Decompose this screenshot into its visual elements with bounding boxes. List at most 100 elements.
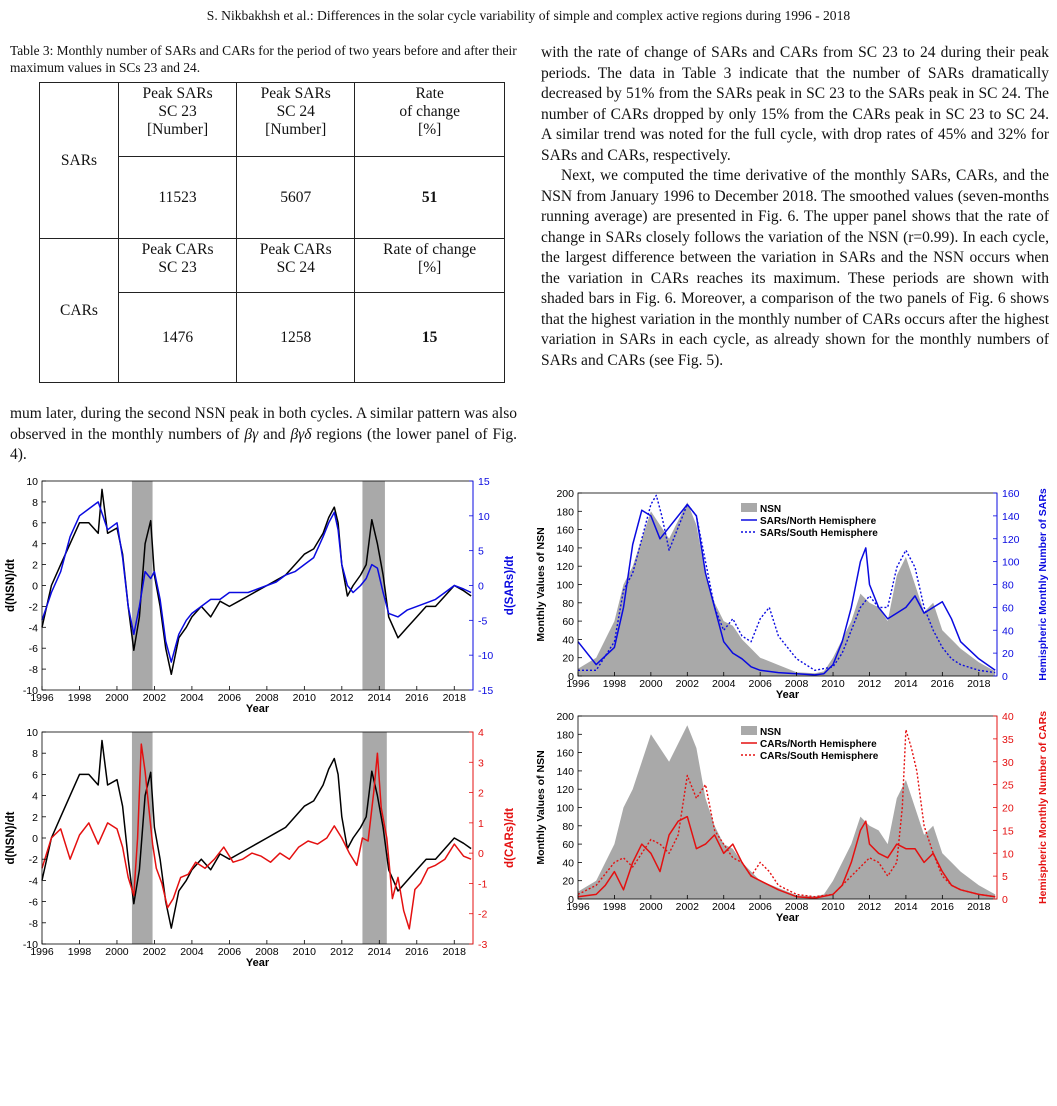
legend-label: SARs/North Hemisphere bbox=[760, 516, 877, 527]
cell-peak-sars-sc23: 11523 bbox=[117, 156, 238, 239]
y-axis-label: d(NSN)/dt bbox=[5, 559, 17, 612]
right-axis-label: Hemispheric Monthly Number of CARs bbox=[1037, 711, 1049, 904]
x-tick-label: 1998 bbox=[603, 678, 627, 690]
y-tick-label: -8 bbox=[29, 664, 38, 676]
series-line-1 bbox=[577, 815, 996, 899]
x-tick-label: 2008 bbox=[255, 946, 279, 958]
x-tick-label: 2016 bbox=[931, 901, 955, 913]
plot-frame bbox=[41, 731, 474, 945]
y-tick-label: -6 bbox=[29, 897, 38, 909]
y-tick-label: 40 bbox=[562, 634, 574, 646]
shaded-bar bbox=[362, 732, 387, 944]
x-tick-label: 2014 bbox=[894, 678, 918, 690]
series-line-1 bbox=[41, 743, 472, 930]
x-tick-label: 2010 bbox=[293, 946, 317, 958]
x-tick-label: 2014 bbox=[368, 692, 392, 704]
cell-peak-cars-sc23: 1476 bbox=[117, 292, 238, 383]
y-tick-label: 4 bbox=[32, 791, 38, 803]
right-tick-label: 15 bbox=[1002, 825, 1014, 837]
x-axis-label: Year bbox=[776, 689, 800, 701]
x-tick-label: 1996 bbox=[566, 678, 590, 690]
paragraph-2: Next, we computed the time derivative of… bbox=[541, 167, 1049, 369]
x-tick-label: 2018 bbox=[967, 901, 991, 913]
y-tick-label: 20 bbox=[562, 876, 574, 888]
right-tick-label: -5 bbox=[478, 615, 487, 627]
y-tick-label: 140 bbox=[556, 543, 574, 555]
right-tick-label: 5 bbox=[1002, 871, 1008, 883]
x-tick-label: 2016 bbox=[405, 692, 429, 704]
chart-derivative-cars: 1996 1998 2000 2002 2004 2006 2008 2010 2012 2014… bbox=[5, 727, 516, 969]
y-tick-label: 80 bbox=[562, 821, 574, 833]
running-head: S. Nikbakhsh et al.: Differences in the … bbox=[206, 8, 851, 23]
right-tick-label: 2 bbox=[478, 788, 484, 800]
legend-label: SARs/South Hemisphere bbox=[760, 528, 878, 539]
x-tick-label: 2010 bbox=[821, 678, 845, 690]
y-tick-label: 180 bbox=[556, 506, 574, 518]
cell-peak-cars-sc24: 1258 bbox=[236, 292, 356, 383]
x-tick-label: 2016 bbox=[931, 678, 955, 690]
legend-swatch bbox=[741, 726, 757, 735]
series-line-1 bbox=[41, 501, 472, 663]
header-rate-sars: Rate of change [%] bbox=[354, 82, 505, 157]
x-tick-label: 2008 bbox=[785, 901, 809, 913]
x-tick-label: 2000 bbox=[639, 901, 663, 913]
right-tick-label: 40 bbox=[1002, 711, 1014, 723]
x-tick-label: 2004 bbox=[712, 901, 736, 913]
series-line-0 bbox=[41, 739, 472, 929]
y-tick-label: 160 bbox=[556, 525, 574, 537]
plot-frame bbox=[41, 480, 474, 691]
y-tick-label: -4 bbox=[29, 875, 38, 887]
x-tick-label: 1996 bbox=[30, 692, 54, 704]
right-tick-label: 0 bbox=[1002, 671, 1008, 683]
x-tick-label: 1996 bbox=[30, 946, 54, 958]
x-tick-label: 2014 bbox=[894, 901, 918, 913]
y-tick-label: 6 bbox=[32, 518, 38, 530]
x-tick-label: 2018 bbox=[443, 692, 467, 704]
y-tick-label: 0 bbox=[568, 894, 574, 906]
right-tick-label: 40 bbox=[1002, 625, 1014, 637]
right-tick-label: -15 bbox=[478, 685, 493, 697]
paragraph-1: with the rate of change of SARs and CARs… bbox=[541, 44, 1049, 164]
left-paragraph: mum later, during the second NSN peak in… bbox=[10, 405, 518, 463]
y-tick-label: 120 bbox=[556, 561, 574, 573]
right-tick-label: 20 bbox=[1002, 648, 1014, 660]
legend-label: CARs/North Hemisphere bbox=[760, 739, 877, 750]
y-tick-label: -10 bbox=[23, 939, 38, 951]
legend-label: NSN bbox=[760, 504, 781, 515]
cell-peak-sars-sc24: 5607 bbox=[236, 156, 356, 239]
x-tick-label: 2012 bbox=[330, 692, 354, 704]
legend-label: NSN bbox=[760, 727, 781, 738]
y-tick-label: 0 bbox=[32, 581, 38, 593]
x-tick-label: 2004 bbox=[180, 692, 204, 704]
y-tick-label: -6 bbox=[29, 643, 38, 655]
legend-box bbox=[738, 722, 876, 766]
x-tick-label: 2006 bbox=[218, 692, 242, 704]
y-tick-label: 20 bbox=[562, 653, 574, 665]
right-tick-label: 10 bbox=[1002, 848, 1014, 860]
right-tick-label: 4 bbox=[478, 727, 484, 739]
right-tick-label: -10 bbox=[478, 650, 493, 662]
x-tick-label: 2004 bbox=[180, 946, 204, 958]
header-peak-cars-sc23: Peak CARs SC 23 bbox=[117, 238, 238, 293]
right-tick-label: 80 bbox=[1002, 580, 1014, 592]
y-axis-label: d(NSN)/dt bbox=[5, 811, 17, 864]
right-tick-label: 160 bbox=[1002, 488, 1020, 500]
right-axis-label: d(SARs)/dt bbox=[504, 556, 516, 616]
cell-rate-sars: 51 bbox=[354, 156, 505, 239]
series-line-2 bbox=[578, 494, 996, 674]
x-tick-label: 2016 bbox=[405, 946, 429, 958]
right-tick-label: 1 bbox=[478, 818, 484, 830]
y-tick-label: 40 bbox=[562, 857, 574, 869]
x-tick-label: 2018 bbox=[967, 678, 991, 690]
x-tick-label: 2018 bbox=[443, 946, 467, 958]
x-tick-label: 2006 bbox=[748, 901, 772, 913]
x-tick-label: 2006 bbox=[218, 946, 242, 958]
right-tick-label: 35 bbox=[1002, 734, 1014, 746]
right-column-text: with the rate of change of SARs and CARs… bbox=[541, 43, 1049, 371]
x-tick-label: 1998 bbox=[68, 946, 92, 958]
y-tick-label: 80 bbox=[562, 598, 574, 610]
right-tick-label: 3 bbox=[478, 757, 484, 769]
legend-swatch bbox=[741, 503, 757, 512]
x-tick-label: 2010 bbox=[821, 901, 845, 913]
y-tick-label: 200 bbox=[556, 711, 574, 723]
